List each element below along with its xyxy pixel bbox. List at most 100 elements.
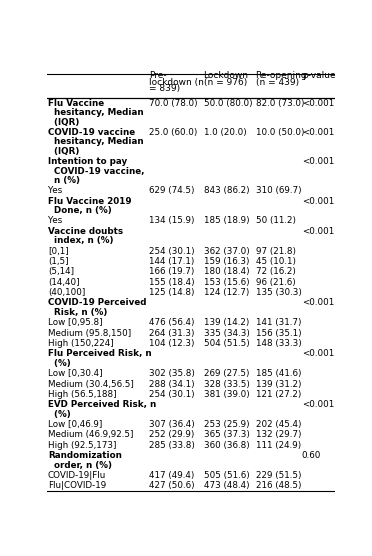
Text: Flu|COVID-19: Flu|COVID-19 [48, 481, 106, 490]
Text: (IQR): (IQR) [48, 147, 79, 156]
Text: 141 (31.7): 141 (31.7) [256, 318, 301, 327]
Text: 473 (48.4): 473 (48.4) [203, 481, 249, 490]
Text: 427 (50.6): 427 (50.6) [149, 481, 195, 490]
Text: 254 (30.1): 254 (30.1) [149, 390, 195, 399]
Text: 288 (34.1): 288 (34.1) [149, 380, 195, 389]
Text: High (150,224]: High (150,224] [48, 339, 114, 348]
Text: Randomization: Randomization [48, 451, 122, 460]
Text: 125 (14.8): 125 (14.8) [149, 288, 194, 297]
Text: 180 (18.4): 180 (18.4) [203, 267, 249, 276]
Text: EVD Perceived Risk, n: EVD Perceived Risk, n [48, 400, 156, 409]
Text: 97 (21.8): 97 (21.8) [256, 247, 295, 256]
Text: 254 (30.1): 254 (30.1) [149, 247, 195, 256]
Text: [0,1]: [0,1] [48, 247, 69, 256]
Text: 629 (74.5): 629 (74.5) [149, 186, 194, 195]
Text: 417 (49.4): 417 (49.4) [149, 471, 194, 480]
Text: COVID-19|Flu: COVID-19|Flu [48, 471, 106, 480]
Text: 132 (29.7): 132 (29.7) [256, 430, 301, 439]
Text: (1,5]: (1,5] [48, 257, 68, 266]
Text: Intention to pay: Intention to pay [48, 157, 127, 166]
Text: 153 (15.6): 153 (15.6) [203, 278, 249, 287]
Text: COVID-19 vaccine: COVID-19 vaccine [48, 128, 135, 137]
Text: 185 (41.6): 185 (41.6) [256, 369, 301, 378]
Text: 82.0 (73.0): 82.0 (73.0) [256, 98, 304, 108]
Text: 70.0 (78.0): 70.0 (78.0) [149, 98, 198, 108]
Text: = 839): = 839) [149, 85, 180, 93]
Text: Vaccine doubts: Vaccine doubts [48, 227, 123, 236]
Text: 307 (36.4): 307 (36.4) [149, 420, 195, 429]
Text: p-value: p-value [302, 71, 335, 80]
Text: <0.001: <0.001 [302, 349, 334, 359]
Text: 72 (16.2): 72 (16.2) [256, 267, 295, 276]
Text: 360 (36.8): 360 (36.8) [203, 441, 249, 450]
Text: Yes: Yes [48, 216, 62, 225]
Text: 50 (11.2): 50 (11.2) [256, 216, 295, 225]
Text: 159 (16.3): 159 (16.3) [203, 257, 249, 266]
Text: 362 (37.0): 362 (37.0) [203, 247, 249, 256]
Text: 25.0 (60.0): 25.0 (60.0) [149, 128, 197, 137]
Text: <0.001: <0.001 [302, 299, 334, 307]
Text: (%): (%) [48, 359, 71, 368]
Text: 121 (27.2): 121 (27.2) [256, 390, 301, 399]
Text: Low [0,46.9]: Low [0,46.9] [48, 420, 102, 429]
Text: hesitancy, Median: hesitancy, Median [48, 137, 144, 146]
Text: Flu Vaccine 2019: Flu Vaccine 2019 [48, 197, 131, 206]
Text: (14,40]: (14,40] [48, 278, 80, 287]
Text: (n = 439): (n = 439) [256, 78, 299, 87]
Text: 50.0 (80.0): 50.0 (80.0) [203, 98, 252, 108]
Text: COVID-19 vaccine,: COVID-19 vaccine, [48, 166, 144, 176]
Text: 505 (51.6): 505 (51.6) [203, 471, 249, 480]
Text: <0.001: <0.001 [302, 98, 334, 108]
Text: 504 (51.5): 504 (51.5) [203, 339, 249, 348]
Text: 202 (45.4): 202 (45.4) [256, 420, 301, 429]
Text: (40,100]: (40,100] [48, 288, 85, 297]
Text: 1.0 (20.0): 1.0 (20.0) [203, 128, 246, 137]
Text: n (%): n (%) [48, 176, 80, 185]
Text: 10.0 (50.0): 10.0 (50.0) [256, 128, 304, 137]
Text: (IQR): (IQR) [48, 117, 79, 127]
Text: Lockdown: Lockdown [203, 71, 248, 80]
Text: hesitancy, Median: hesitancy, Median [48, 108, 144, 117]
Text: 45 (10.1): 45 (10.1) [256, 257, 295, 266]
Text: 310 (69.7): 310 (69.7) [256, 186, 301, 195]
Text: <0.001: <0.001 [302, 197, 334, 206]
Text: Yes: Yes [48, 186, 62, 195]
Text: Low [0,95.8]: Low [0,95.8] [48, 318, 103, 327]
Text: Medium (95.8,150]: Medium (95.8,150] [48, 329, 131, 337]
Text: 476 (56.4): 476 (56.4) [149, 318, 194, 327]
Text: Done, n (%): Done, n (%) [48, 206, 112, 215]
Text: 302 (35.8): 302 (35.8) [149, 369, 195, 378]
Text: Pre-: Pre- [149, 71, 167, 80]
Text: <0.001: <0.001 [302, 227, 334, 236]
Text: COVID-19 Perceived: COVID-19 Perceived [48, 299, 147, 307]
Text: Re-opening: Re-opening [256, 71, 307, 80]
Text: 139 (14.2): 139 (14.2) [203, 318, 249, 327]
Text: 156 (35.1): 156 (35.1) [256, 329, 301, 337]
Text: 134 (15.9): 134 (15.9) [149, 216, 194, 225]
Text: Risk, n (%): Risk, n (%) [48, 308, 107, 317]
Text: 365 (37.3): 365 (37.3) [203, 430, 250, 439]
Text: Flu Perceived Risk, n: Flu Perceived Risk, n [48, 349, 151, 359]
Text: 381 (39.0): 381 (39.0) [203, 390, 249, 399]
Text: <0.001: <0.001 [302, 128, 334, 137]
Text: 135 (30.3): 135 (30.3) [256, 288, 301, 297]
Text: 252 (29.9): 252 (29.9) [149, 430, 194, 439]
Text: 148 (33.3): 148 (33.3) [256, 339, 301, 348]
Text: 0.60: 0.60 [302, 451, 321, 460]
Text: lockdown (n: lockdown (n [149, 78, 204, 87]
Text: 843 (86.2): 843 (86.2) [203, 186, 249, 195]
Text: 155 (18.4): 155 (18.4) [149, 278, 195, 287]
Text: 124 (12.7): 124 (12.7) [203, 288, 249, 297]
Text: 264 (31.3): 264 (31.3) [149, 329, 194, 337]
Text: 328 (33.5): 328 (33.5) [203, 380, 250, 389]
Text: <0.001: <0.001 [302, 157, 334, 166]
Text: 166 (19.7): 166 (19.7) [149, 267, 194, 276]
Text: 185 (18.9): 185 (18.9) [203, 216, 249, 225]
Text: 139 (31.2): 139 (31.2) [256, 380, 301, 389]
Text: High (56.5,188]: High (56.5,188] [48, 390, 116, 399]
Text: 269 (27.5): 269 (27.5) [203, 369, 249, 378]
Text: 229 (51.5): 229 (51.5) [256, 471, 301, 480]
Text: 144 (17.1): 144 (17.1) [149, 257, 194, 266]
Text: (5,14]: (5,14] [48, 267, 74, 276]
Text: (n = 976): (n = 976) [203, 78, 247, 87]
